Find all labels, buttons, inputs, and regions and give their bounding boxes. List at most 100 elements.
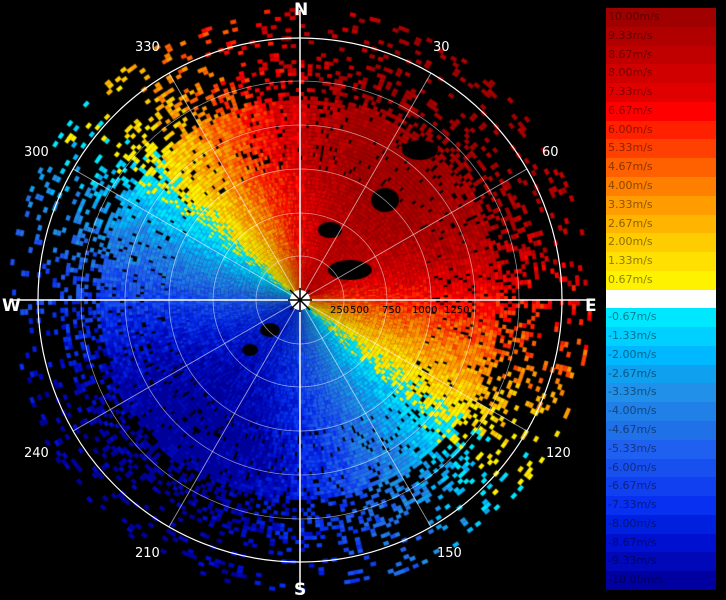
- legend-row: -5.33m/s: [606, 439, 716, 459]
- legend-label: 10.00m/s: [608, 10, 660, 23]
- legend-row: -10.00m/s: [606, 571, 716, 590]
- legend-label: -4.67m/s: [608, 423, 657, 437]
- legend-label: -7.33m/s: [608, 498, 657, 512]
- legend-row: -4.67m/s: [606, 421, 716, 440]
- legend-row: -1.33m/s: [606, 327, 716, 346]
- azimuth-spoke: [72, 299, 301, 432]
- legend-label: -3.33m/s: [608, 385, 657, 399]
- legend-row: -7.33m/s: [606, 496, 716, 515]
- legend-swatch: [606, 83, 716, 102]
- legend-row: 0.67m/s: [606, 270, 716, 290]
- legend-swatch: [606, 289, 716, 309]
- legend-label: -10.00m/s: [608, 573, 664, 587]
- legend-label: 7.33m/s: [608, 85, 653, 99]
- legend-label: -2.00m/s: [608, 347, 657, 361]
- range-label-250: 250: [330, 305, 349, 316]
- south-label: S: [294, 580, 307, 600]
- azimuth-spoke: [72, 168, 301, 301]
- legend-swatch: [606, 533, 716, 553]
- legend-swatch: [606, 308, 716, 328]
- legend-swatch: [606, 176, 716, 196]
- legend-swatch: [606, 120, 716, 140]
- legend-swatch: [606, 402, 716, 422]
- legend-swatch: [606, 233, 716, 253]
- legend-row: 3.33m/s: [606, 195, 716, 215]
- legend-row: 5.33m/s: [606, 139, 716, 159]
- bearing-240: 240: [24, 446, 49, 461]
- legend-row: 6.67m/s: [606, 101, 716, 121]
- legend-swatch: [606, 364, 716, 384]
- legend-swatch: [606, 64, 716, 84]
- legend-label: -6.00m/s: [608, 460, 657, 474]
- velocity-color-legend: 10.00m/s 9.33m/s 8.67m/s 8.00m/s 7.33m/s 6.67…: [606, 8, 716, 590]
- legend-swatch: [606, 270, 716, 290]
- legend-label: 8.00m/s: [608, 66, 653, 80]
- legend-label: 8.67m/s: [608, 47, 653, 61]
- legend-row: 1.33m/s: [606, 252, 716, 271]
- azimuth-spokes: [10, 10, 590, 590]
- legend-row: 8.00m/s: [606, 64, 716, 84]
- legend-label: 3.33m/s: [608, 197, 653, 211]
- legend-row: -8.00m/s: [606, 514, 716, 534]
- legend-swatch: [606, 45, 716, 65]
- legend-label: 6.00m/s: [608, 122, 653, 136]
- legend-label: 4.67m/s: [608, 160, 653, 174]
- legend-row: -2.00m/s: [606, 345, 716, 365]
- legend-row: 10.00m/s: [606, 8, 716, 27]
- west-label: W: [2, 296, 21, 316]
- bearing-300: 300: [24, 145, 49, 160]
- legend-swatch: [606, 252, 716, 271]
- legend-swatch: [606, 26, 716, 46]
- legend-label: 9.33m/s: [608, 28, 653, 42]
- range-label-1000: 1000: [412, 305, 437, 316]
- north-label: N: [294, 0, 309, 20]
- legend-swatch: [606, 439, 716, 459]
- range-label-1250: 1250: [444, 305, 469, 316]
- legend-swatch: [606, 345, 716, 365]
- legend-swatch: [606, 214, 716, 234]
- legend-label: -8.67m/s: [608, 535, 657, 549]
- legend-label: -8.00m/s: [608, 516, 657, 530]
- bearing-30: 30: [433, 40, 450, 55]
- legend-label: -0.67m/s: [608, 310, 657, 324]
- legend-row: 8.67m/s: [606, 45, 716, 65]
- legend-label: -2.67m/s: [608, 366, 657, 380]
- legend-row: 9.33m/s: [606, 26, 716, 46]
- legend-label: 0.00m/s: [608, 291, 653, 305]
- legend-swatch: [606, 477, 716, 497]
- legend-label: -6.67m/s: [608, 479, 657, 493]
- legend-row: -0.67m/s: [606, 308, 716, 328]
- azimuth-spoke: [299, 72, 432, 301]
- legend-label: -1.33m/s: [608, 329, 657, 343]
- bearing-210: 210: [135, 546, 160, 561]
- legend-row: 2.67m/s: [606, 214, 716, 234]
- legend-row: -2.67m/s: [606, 364, 716, 384]
- legend-row: -6.67m/s: [606, 477, 716, 497]
- bearing-330: 330: [135, 40, 160, 55]
- legend-label: 0.67m/s: [608, 272, 653, 286]
- legend-swatch: [606, 552, 716, 572]
- legend-label: 4.00m/s: [608, 178, 653, 192]
- legend-row: 0.00m/s: [606, 289, 716, 309]
- legend-swatch: [606, 458, 716, 478]
- legend-label: 5.33m/s: [608, 141, 653, 155]
- legend-label: 1.33m/s: [608, 254, 653, 268]
- legend-swatch: [606, 327, 716, 346]
- legend-swatch: [606, 158, 716, 177]
- legend-row: 6.00m/s: [606, 120, 716, 140]
- legend-row: 2.00m/s: [606, 233, 716, 253]
- legend-label: -4.00m/s: [608, 404, 657, 418]
- legend-swatch: [606, 195, 716, 215]
- legend-swatch: [606, 101, 716, 121]
- range-label-500: 500: [350, 305, 369, 316]
- legend-swatch: [606, 421, 716, 440]
- legend-swatch: [606, 139, 716, 159]
- radar-origin-icon: [288, 288, 312, 312]
- legend-row: 4.00m/s: [606, 176, 716, 196]
- legend-swatch: [606, 514, 716, 534]
- azimuth-spoke: [299, 299, 528, 432]
- legend-swatch: [606, 571, 716, 590]
- legend-label: -9.33m/s: [608, 554, 657, 568]
- range-ring-grid: 250 500 750 1000 1250: [10, 10, 590, 590]
- legend-row: -6.00m/s: [606, 458, 716, 478]
